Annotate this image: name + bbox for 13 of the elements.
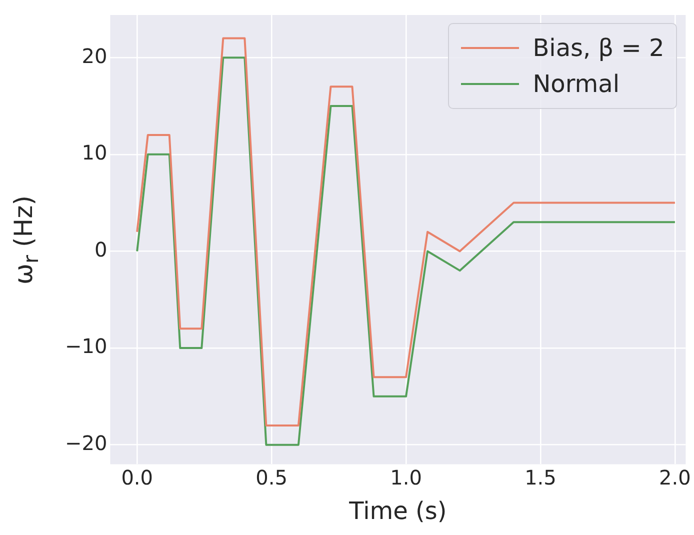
y-tick-label: 20	[82, 44, 108, 68]
y-tick-label: −20	[64, 431, 108, 456]
y-tick-label: −10	[64, 334, 108, 358]
legend-label: Normal	[532, 70, 620, 98]
legend-label: Bias, β = 2	[532, 34, 664, 62]
x-tick-label: 0.0	[121, 465, 154, 490]
x-tick-label: 2.0	[659, 465, 691, 490]
y-tick-label: 0	[94, 237, 108, 262]
x-axis-title: Time (s)	[348, 496, 447, 525]
y-tick-label: 10	[82, 140, 108, 165]
x-tick-label: 0.5	[256, 465, 288, 490]
x-tick-label: 1.0	[390, 465, 422, 490]
x-tick-label: 1.5	[524, 465, 556, 490]
